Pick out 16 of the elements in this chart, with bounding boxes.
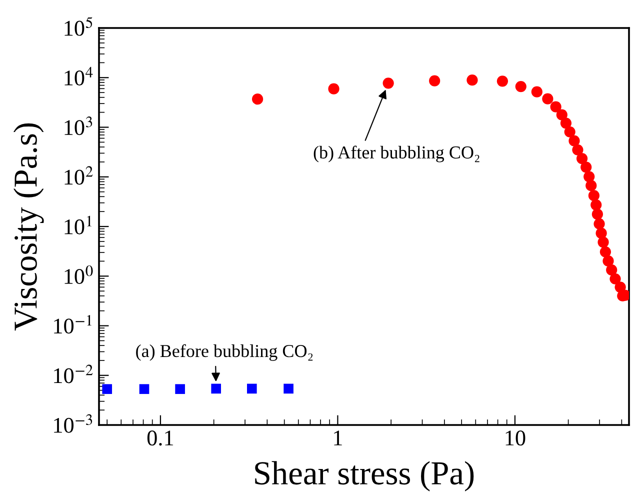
x-axis-title: Shear stress (Pa) (255, 461, 474, 492)
y-tick-label: 10$^{4}$ (64, 66, 93, 86)
y-tick-label: 10$^{−1}$ (54, 315, 92, 334)
x-tick-label: 1 (334, 430, 342, 446)
y-tick-label: 10$^{0}$ (64, 265, 93, 284)
y-tick-label: 10$^{1}$ (64, 216, 92, 234)
y-tick-label: 10$^{−2}$ (54, 364, 93, 384)
y-tick-label: 10$^{3}$ (64, 116, 92, 136)
annotation: (b) After bubbling CO₂ (314, 146, 480, 162)
annotation: (a) Before bubbling CO₂ (136, 344, 313, 361)
y-axis-title: Viscosity (Pa.s) (13, 123, 44, 331)
x-tick-label: 10 (506, 430, 526, 446)
y-tick-label: 10$^{5}$ (64, 17, 92, 36)
x-tick-label: 0.1 (147, 430, 174, 446)
y-tick-label: 10$^{2}$ (64, 166, 93, 185)
y-tick-label: 10$^{−3}$ (54, 414, 92, 433)
